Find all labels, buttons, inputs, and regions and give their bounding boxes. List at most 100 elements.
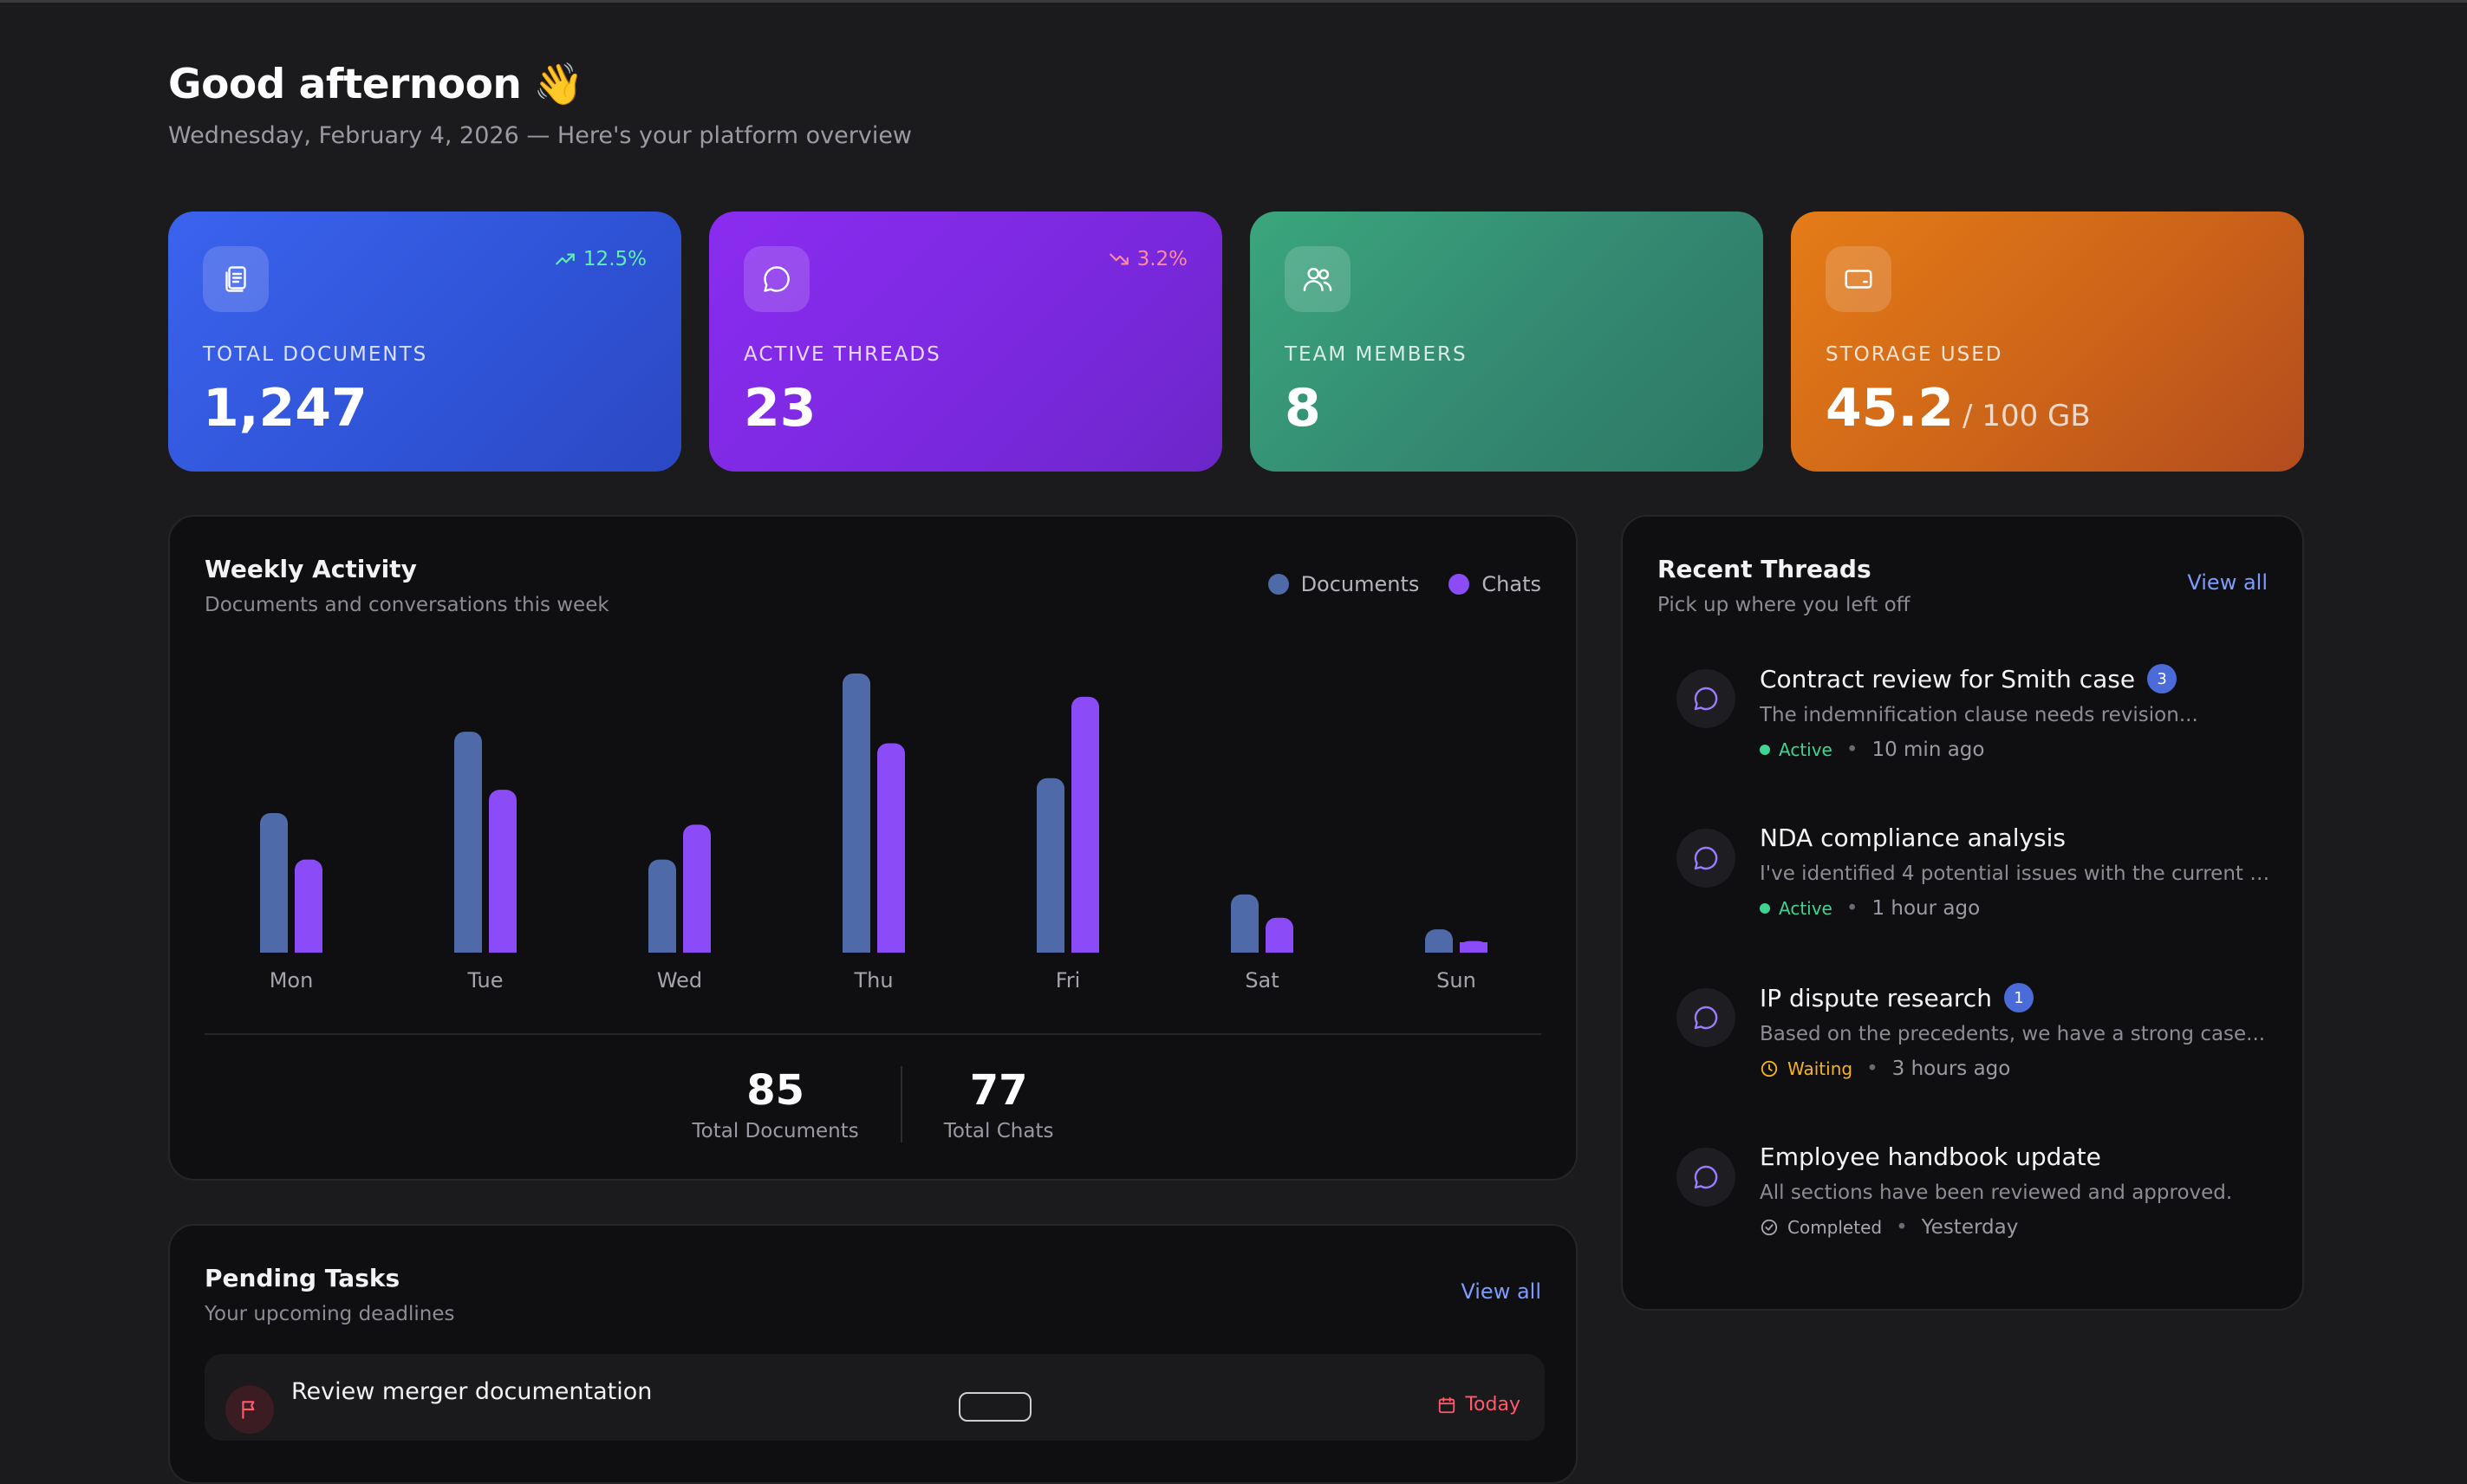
- weekly-activity-panel: Weekly Activity Documents and conversati…: [168, 515, 1578, 1181]
- thread-preview: I've identified 4 potential issues with …: [1760, 862, 2280, 885]
- trend-indicator: 12.5%: [554, 248, 647, 270]
- meta-separator: •: [1866, 1058, 1878, 1080]
- thread-preview: The indemnification clause needs revisio…: [1760, 704, 2198, 726]
- thread-title-text: Employee handbook update: [1760, 1142, 2101, 1171]
- bar-documents-mon[interactable]: [260, 813, 288, 953]
- stat-value: 8: [1285, 378, 1728, 439]
- thread-time: Yesterday: [1921, 1216, 2019, 1239]
- threads-view-all-link[interactable]: View all: [2187, 570, 2268, 595]
- bar-base-documents-sun: [1425, 942, 1453, 953]
- bar-documents-thu[interactable]: [843, 674, 870, 953]
- stat-label: STORAGE USED: [1826, 343, 2003, 366]
- panel-title: Weekly Activity: [205, 555, 417, 583]
- page-header: Good afternoon 👋 Wednesday, February 4, …: [168, 61, 912, 149]
- bar-chats-fri[interactable]: [1071, 696, 1099, 953]
- panel-subtitle: Your upcoming deadlines: [205, 1303, 455, 1325]
- legend-dot-documents: [1267, 574, 1289, 595]
- task-item[interactable]: Review merger documentation Today: [205, 1354, 1545, 1441]
- stat-value: 45.2 / 100 GB: [1826, 378, 2269, 439]
- stat-value: 1,247: [203, 378, 647, 439]
- x-tick-label: Tue: [467, 968, 504, 993]
- thread-title: Employee handbook update: [1760, 1142, 2280, 1171]
- documents-icon: [203, 246, 269, 312]
- bar-base-documents-thu: [843, 942, 870, 953]
- thread-time: 3 hours ago: [1891, 1058, 2011, 1080]
- thread-time: 10 min ago: [1871, 739, 1985, 761]
- status-label: Completed: [1787, 1217, 1883, 1238]
- chart-divider: [205, 1033, 1541, 1035]
- status-indicator: Completed: [1760, 1217, 1882, 1238]
- status-indicator: Active: [1760, 739, 1832, 760]
- meta-separator: •: [1845, 897, 1858, 920]
- status-label: Active: [1779, 898, 1832, 919]
- users-icon: [1285, 246, 1351, 312]
- bar-base-chats-mon: [295, 942, 322, 953]
- chat-bubble-icon: [744, 246, 810, 312]
- task-priority-pill: [959, 1392, 1032, 1422]
- bar-chats-mon[interactable]: [295, 859, 322, 953]
- chart-legend: Documents Chats: [1267, 572, 1541, 596]
- window-top-border: [0, 0, 2467, 3]
- status-label: Active: [1779, 739, 1832, 760]
- panel-title: Pending Tasks: [205, 1264, 400, 1292]
- thread-title-text: IP dispute research: [1760, 983, 1992, 1012]
- status-dot-icon: [1760, 745, 1770, 755]
- bar-base-documents-wed: [648, 942, 676, 953]
- task-due-label: Today: [1465, 1394, 1520, 1416]
- stat-card-team-members[interactable]: TEAM MEMBERS 8: [1250, 212, 1763, 472]
- activity-totals: 85 Total Documents 77 Total Chats: [170, 1066, 1576, 1142]
- total-documents-value: 85: [746, 1066, 805, 1115]
- thread-body: IP dispute research 1 Based on the prece…: [1760, 983, 2280, 1080]
- x-tick-label: Thu: [853, 968, 893, 993]
- tasks-view-all-link[interactable]: View all: [1461, 1279, 1541, 1304]
- bar-documents-wed[interactable]: [648, 859, 676, 953]
- status-indicator: Active: [1760, 898, 1832, 919]
- bar-base-chats-fri: [1071, 942, 1099, 953]
- legend-label: Chats: [1481, 572, 1541, 596]
- stat-card-active-threads[interactable]: 3.2% ACTIVE THREADS 23: [709, 212, 1222, 472]
- bar-base-documents-tue: [454, 942, 482, 953]
- bar-chats-thu[interactable]: [877, 743, 905, 954]
- thread-preview: All sections have been reviewed and appr…: [1760, 1181, 2233, 1204]
- thread-meta: Active • 1 hour ago: [1760, 897, 2280, 920]
- bar-base-chats-sat: [1266, 942, 1293, 953]
- stat-label: TEAM MEMBERS: [1285, 343, 1468, 366]
- thread-body: Contract review for Smith case 3 The ind…: [1760, 664, 2280, 761]
- thread-time: 1 hour ago: [1871, 897, 1981, 920]
- bar-base-chats-wed: [683, 942, 711, 953]
- total-chats-label: Total Chats: [943, 1120, 1054, 1142]
- flag-icon: [225, 1385, 274, 1434]
- legend-chats: Chats: [1448, 572, 1541, 596]
- stat-card-total-documents[interactable]: 12.5% TOTAL DOCUMENTS 1,247: [168, 212, 681, 472]
- stat-card-storage-used[interactable]: STORAGE USED 45.2 / 100 GB: [1791, 212, 2304, 472]
- page-subtitle: Wednesday, February 4, 2026 — Here's you…: [168, 122, 913, 149]
- bar-documents-fri[interactable]: [1037, 778, 1064, 953]
- bar-chats-tue[interactable]: [489, 790, 517, 953]
- trend-down-icon: [1109, 253, 1129, 265]
- x-tick-label: Sat: [1245, 968, 1279, 993]
- bar-base-chats-tue: [489, 942, 517, 953]
- bar-documents-tue[interactable]: [454, 732, 482, 953]
- task-due: Today: [1437, 1394, 1520, 1416]
- total-chats: 77 Total Chats: [900, 1066, 1096, 1142]
- legend-documents: Documents: [1267, 572, 1419, 596]
- bar-documents-sat[interactable]: [1231, 894, 1259, 953]
- trend-value: 12.5%: [583, 248, 647, 270]
- trend-up-icon: [556, 253, 575, 265]
- trend-indicator: 3.2%: [1108, 248, 1188, 270]
- bar-base-documents-mon: [260, 942, 288, 953]
- bar-base-documents-fri: [1037, 942, 1064, 953]
- thread-meta: Completed • Yesterday: [1760, 1216, 2280, 1239]
- stat-label: ACTIVE THREADS: [744, 343, 941, 366]
- thread-body: Employee handbook update All sections ha…: [1760, 1142, 2280, 1239]
- weekly-activity-chart: Mon Tue Wed Thu Fri Sat Sun: [260, 674, 1487, 993]
- bar-chats-wed[interactable]: [683, 824, 711, 953]
- x-tick-label: Sun: [1436, 968, 1476, 993]
- bar-base-documents-sat: [1231, 942, 1259, 953]
- pending-tasks-panel: Pending Tasks Your upcoming deadlines Vi…: [168, 1224, 1578, 1484]
- stat-number: 1,247: [203, 378, 368, 439]
- chat-bubble-icon: [1676, 1148, 1735, 1207]
- thread-meta: Waiting • 3 hours ago: [1760, 1058, 2280, 1080]
- panel-title: Recent Threads: [1657, 555, 1871, 583]
- unread-badge: 3: [2147, 664, 2177, 693]
